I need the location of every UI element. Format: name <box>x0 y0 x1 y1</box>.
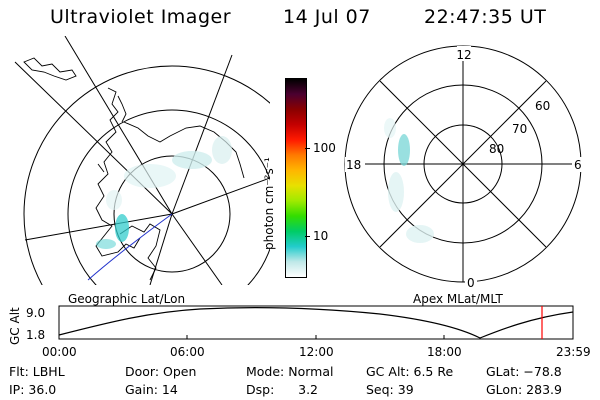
gc-alt-axis-label: GC Alt <box>8 307 22 345</box>
geographic-panel-label: Geographic Lat/Lon <box>68 292 186 306</box>
mlat-label-60: 60 <box>535 99 550 113</box>
altitude-curve <box>58 307 574 339</box>
info-ip: IP: 36.0 <box>9 382 57 397</box>
lat-circle-outer <box>23 65 270 285</box>
info-glat: GLat: −78.8 <box>486 364 562 379</box>
info-door: Door: Open <box>125 364 197 379</box>
apex-panel-label: Apex MLat/MLT <box>413 292 503 306</box>
x-tick-0000: 00:00 <box>42 345 77 359</box>
colorbar <box>285 78 307 278</box>
meridian-line <box>24 213 173 241</box>
mlt-radial <box>462 80 547 165</box>
orbit-track <box>87 213 173 281</box>
instrument-title: Ultraviolet Imager <box>50 6 232 28</box>
mlt-radial <box>379 163 464 248</box>
meridian-line <box>14 61 173 215</box>
mlt-label-0: 0 <box>467 276 475 290</box>
coastline-antarctic-peninsula <box>123 121 245 179</box>
info-gc-alt: GC Alt: 6.5 Re <box>366 364 454 379</box>
mlat-label-80: 80 <box>489 142 504 156</box>
x-tick-1200: 12:00 <box>299 345 334 359</box>
time-label: 22:47:35 UT <box>424 6 547 28</box>
coastline-west <box>97 95 161 281</box>
info-gain: Gain: 14 <box>125 382 178 397</box>
mlt-label-6: 6 <box>574 158 582 172</box>
colorbar-unit-label: photon cm⁻²s⁻¹ <box>262 157 276 250</box>
colorbar-tick-10: 10 <box>313 229 329 243</box>
meridian-line <box>171 54 233 215</box>
info-flt: Flt: LBHL <box>9 364 65 379</box>
geographic-map <box>14 36 270 285</box>
info-mode: Mode: Normal <box>246 364 334 379</box>
info-dsp: Dsp: 3.2 <box>246 382 319 397</box>
altitude-timeline-plot <box>58 305 574 340</box>
aurora-emission-apex <box>384 118 434 243</box>
lat-circle-inner <box>113 155 231 273</box>
aurora-emission <box>96 136 232 249</box>
mlt-label-12: 12 <box>456 48 471 62</box>
info-seq: Seq: 39 <box>366 382 414 397</box>
lat-circle-mid <box>67 109 270 285</box>
date-label: 14 Jul 07 <box>283 6 371 28</box>
colorbar-tick-mark <box>305 236 310 237</box>
colorbar-tick-mark <box>305 148 310 149</box>
apex-polar-plot: 12 18 6 0 60 70 80 <box>344 45 584 290</box>
meridian-line <box>171 177 270 215</box>
coastline-islands <box>23 57 77 81</box>
meridian-line <box>171 213 223 285</box>
info-glon: GLon: 283.9 <box>486 382 562 397</box>
colorbar-tick-100: 100 <box>313 141 336 155</box>
alt-tick-1-8: 1.8 <box>26 328 46 342</box>
x-tick-2359: 23:59 <box>556 345 591 359</box>
x-tick-0600: 06:00 <box>170 345 205 359</box>
x-tick-1800: 18:00 <box>427 345 462 359</box>
mlt-label-18: 18 <box>346 158 361 172</box>
mlat-label-70: 70 <box>512 122 527 136</box>
mlt-radial <box>379 80 464 165</box>
timeline-frame <box>58 305 574 340</box>
coastline-south-america <box>95 87 141 257</box>
alt-tick-9: 9.0 <box>26 306 46 320</box>
mlt-radial <box>462 163 547 248</box>
